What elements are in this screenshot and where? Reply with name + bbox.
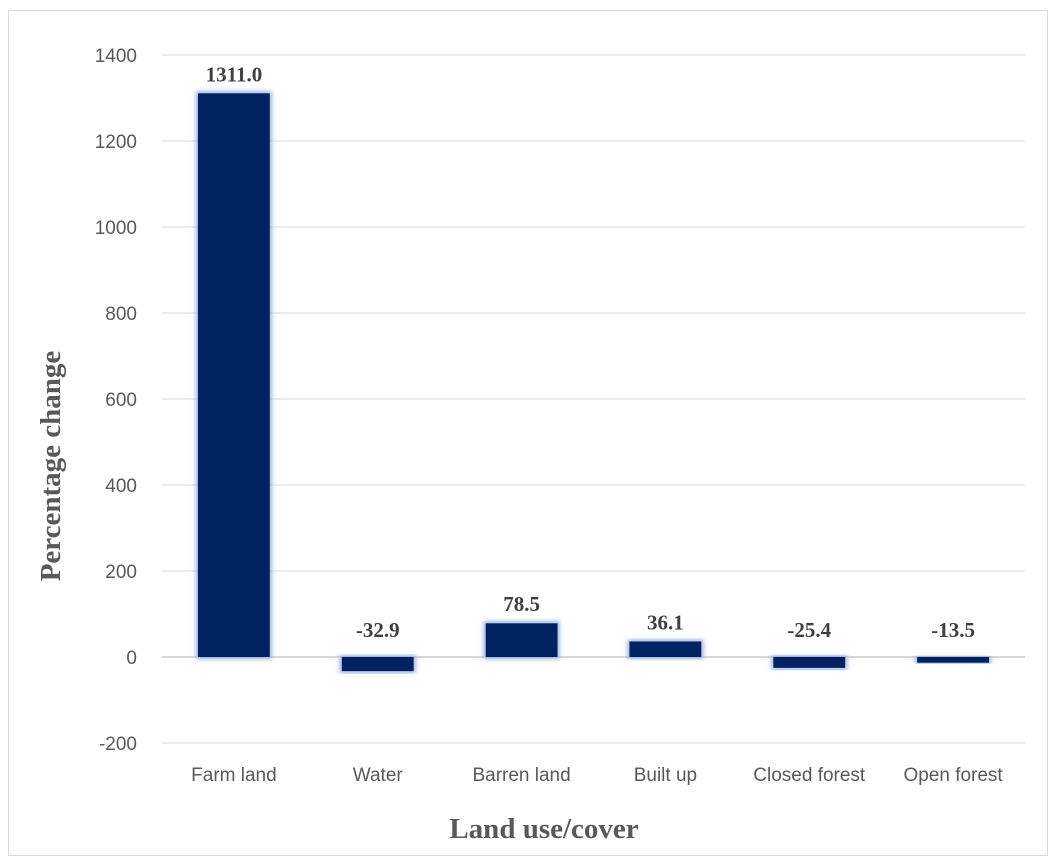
bar xyxy=(773,657,846,668)
chart-frame xyxy=(8,10,1048,856)
y-tick-label: 1200 xyxy=(95,132,137,153)
x-tick-label: Open forest xyxy=(903,765,1003,786)
gridlines xyxy=(162,54,1025,744)
data-label: 1311.0 xyxy=(206,62,263,86)
y-tick-label: -200 xyxy=(99,734,137,755)
y-tick-label: 0 xyxy=(126,648,137,669)
bar xyxy=(341,657,414,672)
x-tick-label: Farm land xyxy=(191,765,277,786)
data-label: 36.1 xyxy=(647,610,684,634)
x-tick-label: Barren land xyxy=(472,765,570,786)
bars xyxy=(197,93,990,672)
y-tick-label: 600 xyxy=(105,390,137,411)
bar xyxy=(917,657,990,663)
data-label: -25.4 xyxy=(787,618,831,642)
bar xyxy=(629,641,702,657)
y-tick-label: 200 xyxy=(105,562,137,583)
x-axis-title: Land use/cover xyxy=(449,813,638,845)
bar xyxy=(197,93,270,657)
data-labels: 1311.0 -32.9 78.5 36.1 -25.4 -13.5 xyxy=(206,62,975,642)
y-tick-label: 1400 xyxy=(95,46,137,67)
data-label: -32.9 xyxy=(356,618,400,642)
y-tick-label: 800 xyxy=(105,304,137,325)
data-label: 78.5 xyxy=(503,592,540,616)
x-axis-ticks: Farm land Water Barren land Built up Closed … xyxy=(191,765,1003,786)
y-axis-title: Percentage change xyxy=(35,351,67,582)
x-tick-label: Built up xyxy=(634,765,697,786)
y-tick-label: 1000 xyxy=(95,218,137,239)
y-tick-label: 400 xyxy=(105,476,137,497)
y-axis-ticks: -200 0 200 400 600 800 1000 1200 1400 xyxy=(95,46,137,755)
bar xyxy=(485,623,558,657)
x-tick-label: Water xyxy=(353,765,404,786)
x-tick-label: Closed forest xyxy=(753,765,866,786)
data-label: -13.5 xyxy=(931,618,975,642)
